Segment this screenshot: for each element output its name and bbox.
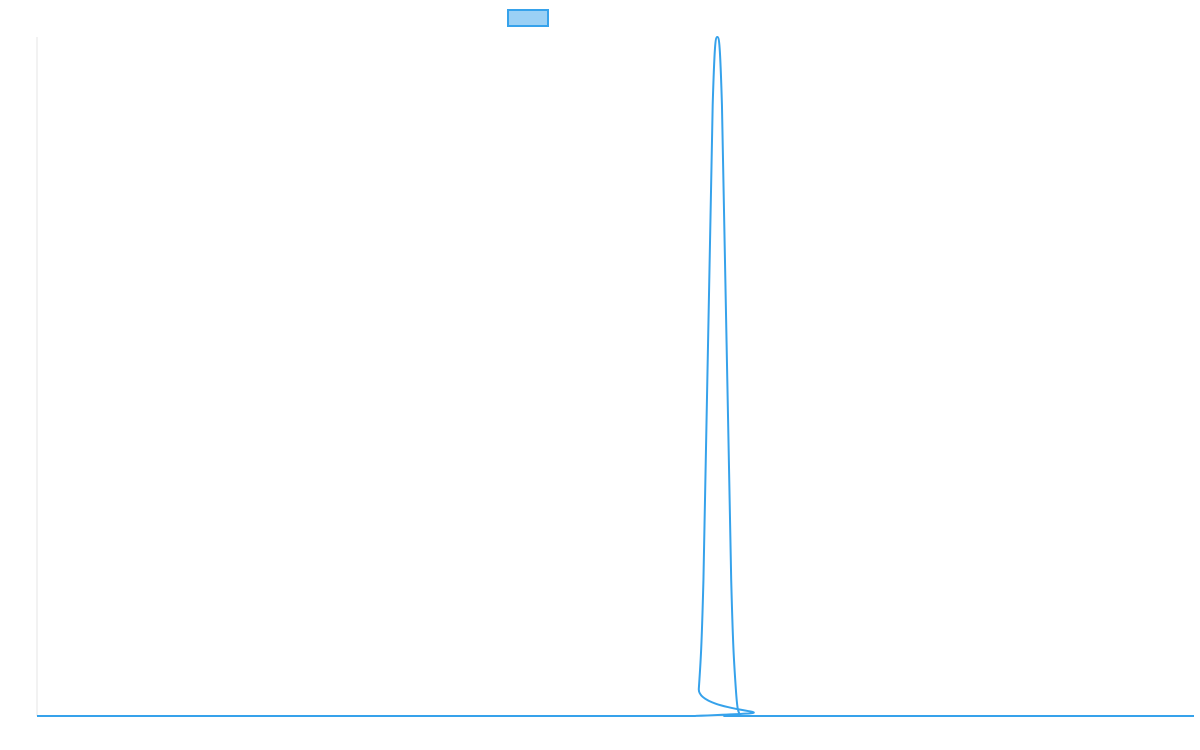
series-layer [37,36,1194,718]
axes [36,37,1194,717]
legend-swatch[interactable] [507,9,549,27]
series-line [37,36,1194,718]
legend[interactable] [507,9,549,27]
